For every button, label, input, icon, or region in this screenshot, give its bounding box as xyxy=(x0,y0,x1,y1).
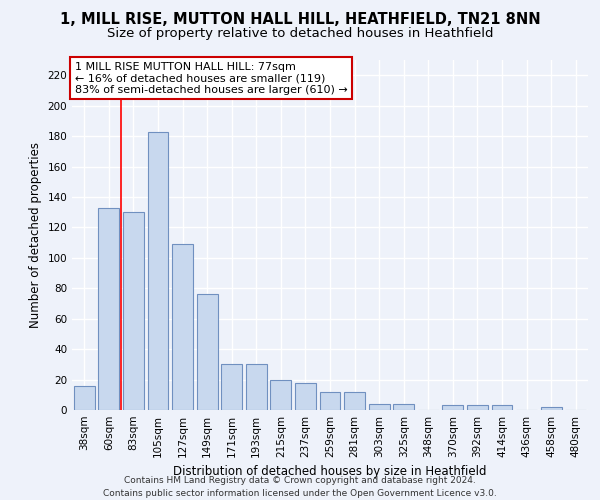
Bar xyxy=(172,244,193,410)
Text: 1 MILL RISE MUTTON HALL HILL: 77sqm
← 16% of detached houses are smaller (119)
8: 1 MILL RISE MUTTON HALL HILL: 77sqm ← 16… xyxy=(74,62,347,95)
Bar xyxy=(442,406,463,410)
Bar xyxy=(393,404,414,410)
Bar xyxy=(123,212,144,410)
Text: Contains HM Land Registry data © Crown copyright and database right 2024.
Contai: Contains HM Land Registry data © Crown c… xyxy=(103,476,497,498)
Bar xyxy=(74,386,95,410)
Bar xyxy=(320,392,340,410)
Bar xyxy=(98,208,119,410)
Bar xyxy=(491,406,512,410)
Text: 1, MILL RISE, MUTTON HALL HILL, HEATHFIELD, TN21 8NN: 1, MILL RISE, MUTTON HALL HILL, HEATHFIE… xyxy=(59,12,541,28)
Bar xyxy=(148,132,169,410)
Bar xyxy=(467,406,488,410)
Bar xyxy=(295,382,316,410)
Bar xyxy=(344,392,365,410)
Bar xyxy=(368,404,389,410)
X-axis label: Distribution of detached houses by size in Heathfield: Distribution of detached houses by size … xyxy=(173,466,487,478)
Y-axis label: Number of detached properties: Number of detached properties xyxy=(29,142,42,328)
Bar xyxy=(197,294,218,410)
Bar xyxy=(271,380,292,410)
Bar xyxy=(246,364,267,410)
Bar xyxy=(221,364,242,410)
Bar xyxy=(541,407,562,410)
Text: Size of property relative to detached houses in Heathfield: Size of property relative to detached ho… xyxy=(107,28,493,40)
